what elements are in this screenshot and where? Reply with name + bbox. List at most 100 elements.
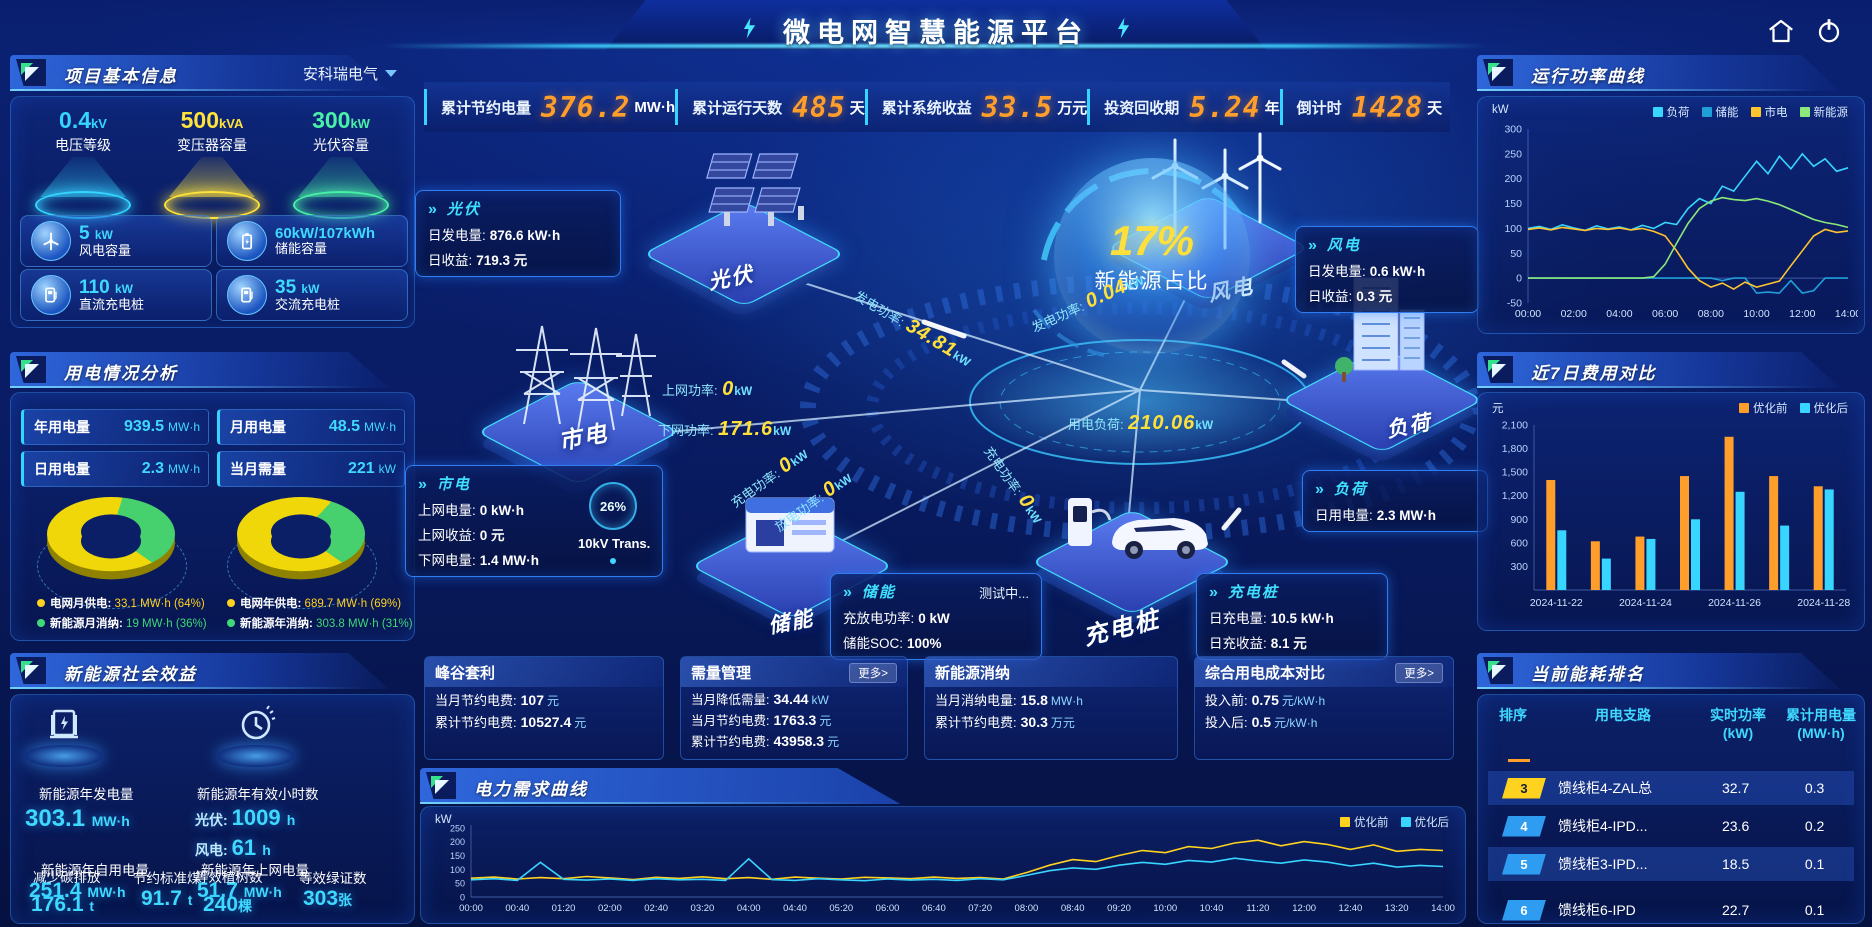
svg-text:50: 50 — [455, 879, 465, 889]
battery-icon — [227, 221, 267, 261]
section-title: 运行功率曲线 — [1531, 67, 1645, 86]
pv-platform: 光伏 — [632, 153, 852, 334]
monthly-energy-donut[interactable] — [37, 497, 187, 609]
svg-text:00:40: 00:40 — [505, 903, 529, 914]
power-curve-banner: 运行功率曲线 — [1477, 55, 1863, 91]
renewable-share-label: 新能源占比 — [1094, 270, 1210, 293]
svg-text:06:00: 06:00 — [1652, 308, 1678, 320]
trees-label: 等效植树数 — [195, 870, 263, 885]
y-axis-label: kW — [1492, 104, 1509, 116]
svg-text:50: 50 — [1510, 248, 1522, 260]
co2-value: 176.1 t — [31, 893, 95, 916]
yearly-energy-donut[interactable] — [227, 497, 377, 609]
table-row[interactable]: 5 馈线柜3-IPD... 18.5 0.1 — [1488, 847, 1854, 881]
gen-value: 303.1 MW·h — [25, 805, 130, 832]
demand-curve-chart[interactable]: kW 优化前 优化后 250 200 150 100 50 0 00:00 00:40 01:20 02… — [425, 809, 1459, 919]
ev-car-charger-icon — [1068, 498, 1208, 559]
monthly-demand-stat: 当月需量 221 kW — [217, 451, 405, 487]
svg-text:300: 300 — [1504, 124, 1522, 136]
pv-generation-pedestal — [19, 703, 109, 767]
coal-value: 91.7 t — [141, 887, 193, 910]
power-icon[interactable] — [1814, 16, 1844, 46]
svg-text:2,100: 2,100 — [1502, 420, 1528, 432]
feedin-value: 51.7 MW·h — [197, 879, 282, 902]
svg-text:900: 900 — [1510, 514, 1528, 526]
svg-text:12:00: 12:00 — [1789, 308, 1815, 320]
svg-text:100: 100 — [450, 865, 465, 875]
section-title: 用电情况分析 — [64, 364, 178, 383]
gen-label: 新能源年发电量 — [39, 787, 134, 802]
chart-canvas: 2,100 1,800 1,500 1,200 900 600 300 2024-11-22 2… — [1502, 420, 1851, 610]
ranking-panel: 排序 用电支路 实时功率 (kW) 累计用电量 (MW·h) 3 馈线柜4-ZA… — [1477, 694, 1865, 924]
svg-text:2024-11-22: 2024-11-22 — [1530, 597, 1583, 609]
power-curve-chart[interactable]: kW 负荷 储能 市电 新能源 300 250 200 150 100 50 0 -50 00:00 02:… — [1482, 99, 1858, 329]
legend-item[interactable]: 优化后 — [1799, 400, 1848, 416]
company-dropdown[interactable]: 安科瑞电气 — [303, 63, 397, 84]
svg-text:10:00: 10:00 — [1153, 903, 1177, 914]
more-button[interactable]: 更多> — [849, 662, 897, 683]
legend-item[interactable]: 优化前 — [1739, 400, 1788, 416]
legend-item[interactable]: 优化后 — [1400, 814, 1449, 830]
ac-charger-card: 35 kW 交流充电桩 — [216, 269, 408, 321]
kpi-countdown: 倒计时 1428 天 — [1279, 89, 1450, 125]
kpi-system-revenue: 累计系统收益 33.5 万元 — [864, 89, 1087, 125]
legend-item[interactable]: 优化前 — [1340, 814, 1389, 830]
flow-load-power: 用电负荷: 210.06kW — [1068, 412, 1214, 434]
lightning-icon — [743, 17, 756, 39]
renewable-share-percent: 17% — [1109, 217, 1195, 264]
section-title: 近7日费用对比 — [1531, 364, 1657, 383]
power-towers-icon — [516, 325, 656, 431]
svg-text:150: 150 — [450, 851, 465, 861]
y-axis-label: 元 — [1492, 403, 1504, 415]
svg-text:2024-11-26: 2024-11-26 — [1708, 597, 1761, 609]
indicator-dot — [610, 558, 616, 564]
dc-charger-card: 110 kW 直流充电桩 — [20, 269, 212, 321]
svg-text:2024-11-28: 2024-11-28 — [1797, 597, 1850, 609]
more-button[interactable]: 更多> — [1395, 662, 1443, 683]
svg-text:12:40: 12:40 — [1339, 903, 1363, 914]
legend-renewable-year: 新能源年消纳: 303.8 MW·h (31%) — [227, 615, 413, 631]
chevron-right-icon: » — [843, 584, 854, 601]
legend-item[interactable]: 负荷 — [1652, 104, 1690, 120]
cost-compare-chart[interactable]: 元 优化前 优化后 2,100 1,800 1,500 1,200 900 600 300 2024… — [1482, 395, 1858, 626]
svg-text:00:00: 00:00 — [1515, 308, 1541, 320]
banner-arrow-icon — [1483, 657, 1513, 684]
lightning-icon — [1117, 17, 1130, 39]
peak-valley-card: 峰谷套利 当月节约电费: 107 元 累计节约电费: 10527.4 元 — [424, 656, 664, 760]
cost-compare-banner: 近7日费用对比 — [1477, 352, 1863, 388]
svg-text:02:00: 02:00 — [1561, 308, 1587, 320]
kpi-run-days: 累计运行天数 485 天 — [675, 89, 865, 125]
svg-text:1,200: 1,200 — [1502, 490, 1528, 502]
trees-value: 240棵 — [203, 893, 253, 916]
svg-text:07:20: 07:20 — [968, 903, 992, 914]
rank-badge: 4 — [1502, 815, 1546, 837]
table-row[interactable]: 6 馈线柜6-IPD 22.7 0.1 — [1488, 893, 1854, 923]
chart-legend: 优化前 优化后 — [1739, 400, 1848, 416]
solar-panels-icon — [706, 153, 804, 226]
chevron-right-icon: » — [1209, 584, 1220, 601]
header-glow-line — [380, 44, 1490, 48]
chevron-right-icon: » — [418, 476, 429, 493]
chevron-right-icon: » — [1315, 481, 1326, 498]
yearly-usage-stat: 年用电量 939.5 MW·h — [21, 409, 209, 445]
table-row[interactable]: 4 馈线柜4-IPD... 23.6 0.2 — [1488, 809, 1854, 843]
charger-callout: » 充电桩 日充电量: 10.5 kW·h 日充收益: 8.1 元 — [1196, 573, 1388, 660]
kpi-saved-energy: 累计节约电量 376.2 MW·h — [424, 89, 675, 125]
grid-callout: » 市电 上网电量: 0 kW·h 上网收益: 0 元 下网电量: 1.4 MW·h 2… — [405, 465, 663, 577]
cert-value: 303张 — [303, 887, 353, 910]
rank-badge: 6 — [1502, 899, 1546, 921]
table-row[interactable]: 3 馈线柜4-ZAL总 32.7 0.3 — [1488, 771, 1854, 805]
home-icon[interactable] — [1766, 16, 1796, 46]
kpi-payback-period: 投资回收期 5.24 年 — [1087, 89, 1280, 125]
legend-item[interactable]: 新能源 — [1799, 104, 1848, 120]
svg-text:05:20: 05:20 — [829, 903, 853, 914]
ranking-table-header: 排序 用电支路 实时功率 (kW) 累计用电量 (MW·h) — [1499, 707, 1856, 741]
section-title: 项目基本信息 — [64, 67, 178, 86]
scroll-indicator — [1508, 759, 1530, 762]
legend-item[interactable]: 市电 — [1750, 104, 1788, 120]
demand-curve-panel: kW 优化前 优化后 250 200 150 100 50 0 00:00 00:40 01:20 02… — [420, 806, 1466, 924]
legend-item[interactable]: 储能 — [1701, 104, 1739, 120]
hours-label: 新能源年有效小时数 — [197, 787, 319, 802]
